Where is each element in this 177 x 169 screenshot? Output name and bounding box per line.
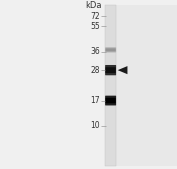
Text: 17: 17 <box>90 96 100 105</box>
Text: 28: 28 <box>90 66 100 75</box>
FancyBboxPatch shape <box>105 96 116 105</box>
Text: 36: 36 <box>90 47 100 56</box>
Bar <box>105 5 177 166</box>
Text: kDa: kDa <box>85 1 102 10</box>
Polygon shape <box>118 66 127 74</box>
FancyBboxPatch shape <box>105 67 116 73</box>
Text: 72: 72 <box>90 11 100 21</box>
FancyBboxPatch shape <box>105 47 116 52</box>
FancyBboxPatch shape <box>105 98 116 103</box>
Text: 10: 10 <box>90 121 100 130</box>
Text: 55: 55 <box>90 22 100 31</box>
FancyBboxPatch shape <box>105 65 116 75</box>
Bar <box>105 5 116 166</box>
FancyBboxPatch shape <box>105 48 116 51</box>
